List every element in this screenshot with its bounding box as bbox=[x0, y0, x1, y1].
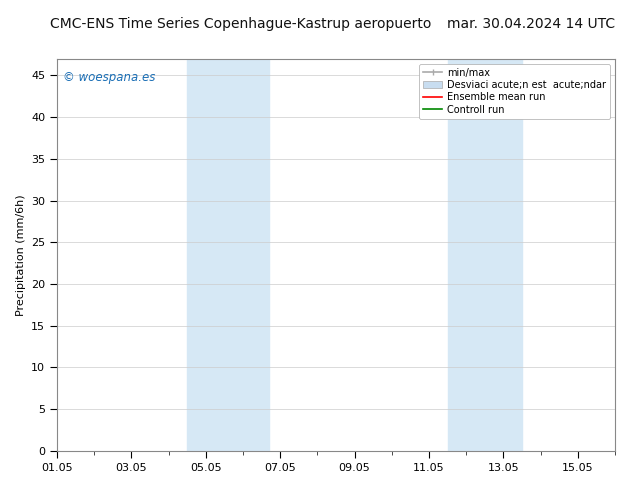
Y-axis label: Precipitation (mm/6h): Precipitation (mm/6h) bbox=[16, 194, 25, 316]
Text: © woespana.es: © woespana.es bbox=[63, 71, 155, 84]
Bar bbox=[448, 59, 522, 451]
Bar bbox=[187, 59, 269, 451]
Text: CMC-ENS Time Series Copenhague-Kastrup aeropuerto: CMC-ENS Time Series Copenhague-Kastrup a… bbox=[50, 17, 432, 31]
Text: mar. 30.04.2024 14 UTC: mar. 30.04.2024 14 UTC bbox=[447, 17, 615, 31]
Legend: min/max, Desviaci acute;n est  acute;ndar, Ensemble mean run, Controll run: min/max, Desviaci acute;n est acute;ndar… bbox=[419, 64, 610, 119]
